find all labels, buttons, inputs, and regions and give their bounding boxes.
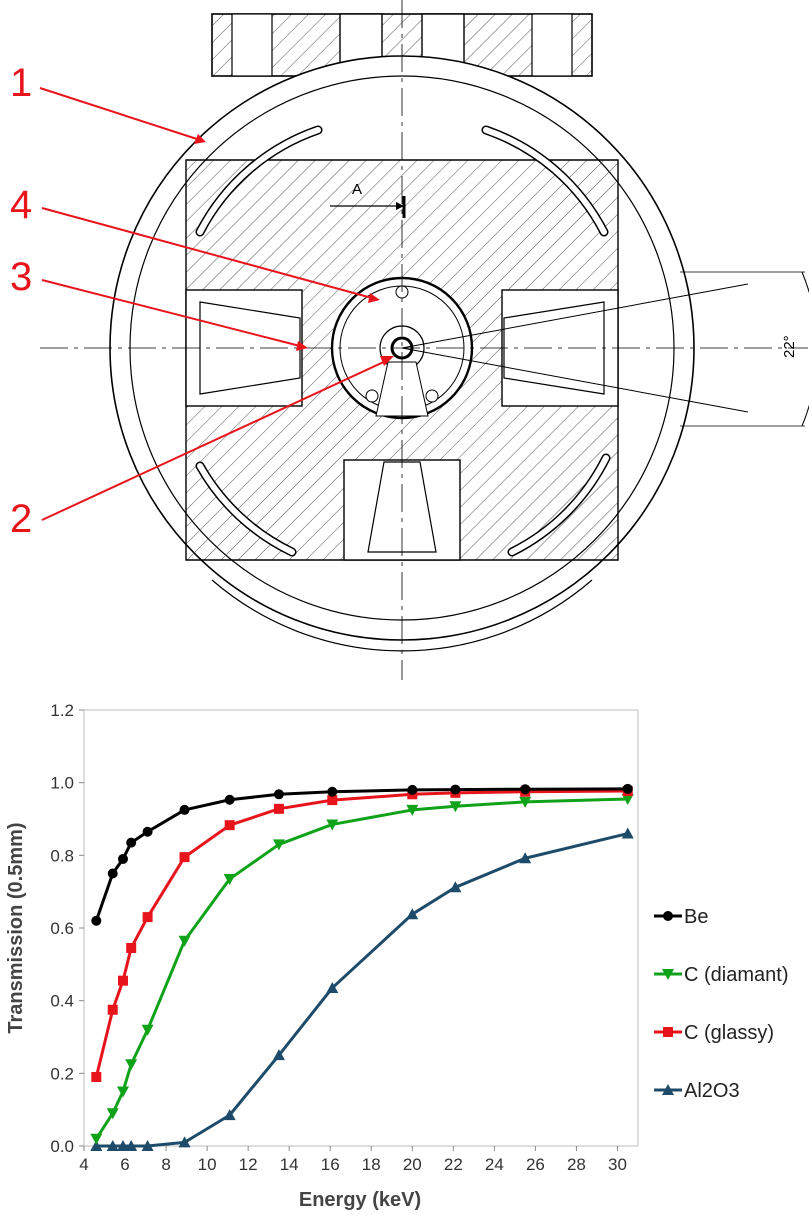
legend-marker <box>662 969 674 980</box>
x-tick-label: 24 <box>485 1155 504 1174</box>
data-point-c-diamant <box>116 1086 129 1098</box>
data-point-be <box>622 783 633 794</box>
callout-4: 4 <box>10 183 32 227</box>
callout-1: 1 <box>10 61 32 105</box>
data-point-be <box>91 915 102 926</box>
x-tick-label: 28 <box>567 1155 586 1174</box>
x-tick-label: 12 <box>239 1155 258 1174</box>
legend-label: C (glassy) <box>684 1022 774 1044</box>
data-point-al2o3 <box>272 1049 285 1061</box>
angle-label: 22° <box>781 335 798 358</box>
data-point-al2o3 <box>141 1140 154 1151</box>
data-point-c-diamant <box>272 839 285 851</box>
data-point-c-diamant <box>178 935 191 947</box>
data-point-al2o3 <box>178 1136 191 1148</box>
data-point-be <box>273 789 284 800</box>
data-point-be <box>117 853 128 864</box>
y-axis-title: Transmission (0.5mm) <box>5 822 27 1033</box>
x-tick-label: 22 <box>444 1155 463 1174</box>
series-be <box>91 783 633 926</box>
data-point-c-glassy <box>142 912 153 923</box>
legend-label: Be <box>684 906 708 928</box>
plot-area <box>83 709 639 1147</box>
data-point-c-diamant <box>125 1059 138 1071</box>
callout-3: 3 <box>10 255 32 299</box>
data-point-c-diamant <box>449 801 462 813</box>
series-c-diamant <box>90 794 634 1145</box>
y-tick-label: 1.0 <box>50 774 74 793</box>
legend-label: Al2O3 <box>684 1080 740 1102</box>
data-point-al2o3 <box>449 881 462 893</box>
x-tick-label: 30 <box>608 1155 627 1174</box>
x-tick-label: 14 <box>280 1155 299 1174</box>
data-point-c-diamant <box>621 794 634 806</box>
data-point-be <box>224 794 235 805</box>
data-point-c-glassy <box>224 820 235 831</box>
data-point-be <box>179 804 190 815</box>
legend-item-c-glassy: C (glassy) <box>654 1022 774 1044</box>
data-point-be <box>520 784 531 795</box>
data-point-c-glassy <box>107 1004 118 1015</box>
data-point-c-diamant <box>141 1024 154 1036</box>
x-tick-label: 18 <box>362 1155 381 1174</box>
data-point-c-glassy <box>273 803 284 814</box>
technical-drawing: A 22° 1 2 3 4 <box>10 0 809 680</box>
data-point-c-glassy <box>126 942 137 953</box>
data-point-al2o3 <box>90 1140 103 1151</box>
section-label: A <box>352 181 362 198</box>
x-tick-label: 4 <box>79 1155 88 1174</box>
data-point-al2o3 <box>326 981 339 993</box>
y-tick-label: 0.8 <box>50 846 74 865</box>
data-point-c-glassy <box>117 975 128 986</box>
data-point-be <box>142 826 153 837</box>
data-point-al2o3 <box>125 1140 138 1151</box>
series-al2o3 <box>90 827 634 1151</box>
data-point-c-diamant <box>519 796 532 808</box>
y-tick-label: 0.2 <box>50 1064 74 1083</box>
legend-item-al2o3: Al2O3 <box>654 1080 740 1102</box>
transmission-chart: 0.0 0.2 0.4 0.6 0.8 1.0 1.2 4 6 8 10 12 14 16 18 20 22 2… <box>5 701 788 1211</box>
data-point-be <box>327 786 338 797</box>
x-tick-label: 10 <box>198 1155 217 1174</box>
legend-item-c-diamant: C (diamant) <box>654 964 788 986</box>
data-point-c-glassy <box>327 795 338 806</box>
callouts: 1 2 3 4 <box>10 61 394 541</box>
legend-item-be: Be <box>654 906 708 928</box>
x-tick-label: 6 <box>120 1155 129 1174</box>
data-point-c-diamant <box>406 804 419 816</box>
legend-label: C (diamant) <box>684 964 788 986</box>
data-point-c-diamant <box>326 819 339 831</box>
data-point-al2o3 <box>116 1140 129 1151</box>
legend: Be C (diamant) C (glassy) Al2O3 <box>654 906 788 1102</box>
y-tick-label: 0.4 <box>50 992 74 1011</box>
data-point-be <box>126 837 137 848</box>
legend-marker <box>663 911 673 921</box>
data-point-c-diamant <box>106 1108 119 1120</box>
data-point-c-diamant <box>223 873 236 885</box>
x-tick-label: 26 <box>526 1155 545 1174</box>
data-point-be <box>407 784 418 795</box>
callout-2: 2 <box>10 497 32 541</box>
data-point-c-glassy <box>91 1071 102 1082</box>
data-point-al2o3 <box>519 852 532 864</box>
legend-marker <box>662 1084 674 1095</box>
y-tick-label: 0.0 <box>50 1137 74 1156</box>
data-point-be <box>450 784 461 795</box>
x-tick-label: 20 <box>403 1155 422 1174</box>
legend-marker <box>663 1027 673 1037</box>
data-point-al2o3 <box>106 1140 119 1151</box>
y-tick-label: 0.6 <box>50 919 74 938</box>
y-tick-label: 1.2 <box>50 701 74 720</box>
data-point-c-diamant <box>90 1133 103 1145</box>
data-point-al2o3 <box>223 1109 236 1121</box>
x-tick-label: 16 <box>321 1155 340 1174</box>
x-tick-label: 8 <box>161 1155 170 1174</box>
data-point-c-glassy <box>179 852 190 863</box>
x-axis-title: Energy (keV) <box>299 1189 421 1211</box>
data-point-al2o3 <box>621 827 634 839</box>
data-point-be <box>107 868 118 879</box>
data-point-al2o3 <box>406 908 419 920</box>
